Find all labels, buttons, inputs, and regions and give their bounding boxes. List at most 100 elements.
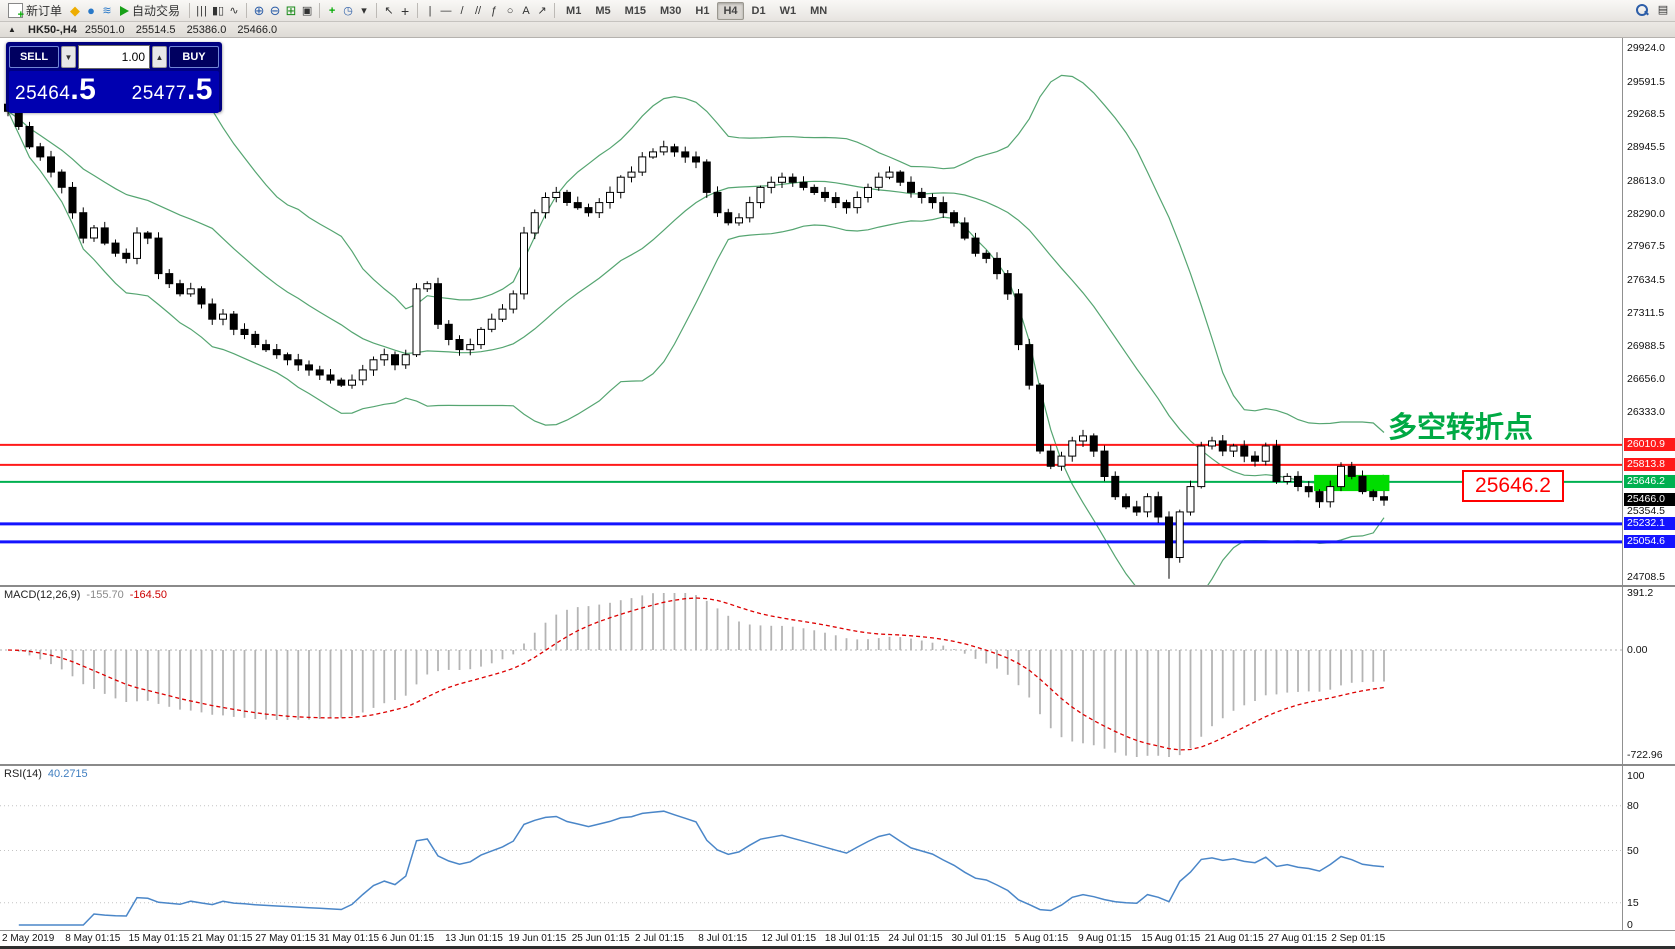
templates-dropdown-icon[interactable]: ▾ [361,4,367,17]
new-order-icon [8,3,24,21]
volume-increase-button[interactable]: ▲ [152,46,167,68]
text-tool-icon[interactable]: A [522,4,530,17]
timeframe-button-h4[interactable]: H4 [717,1,744,20]
candle-body [896,171,905,183]
autotrading-button[interactable]: 自动交易 [115,0,185,22]
community-profile-icon[interactable]: ● [87,2,95,18]
fibonacci-tool-icon[interactable]: ƒ [490,4,498,17]
candle-body [1079,435,1087,442]
candle-body [358,369,367,381]
timeframe-button-m30[interactable]: M30 [660,4,682,17]
time-axis[interactable]: 2 May 2019 8 May 01:15 15 May 01:15 21 May … [0,930,1675,947]
line-chart-mode-icon[interactable]: ∿ [229,4,239,17]
timeframe-button-m15[interactable]: M15 [624,4,646,17]
macd-canvas[interactable] [0,587,1622,764]
candle-body [541,197,550,214]
arrow-tool-icon[interactable]: ↗ [537,4,547,17]
candle-body [874,176,883,188]
candle-body [1111,475,1120,498]
price-axis-label: 29591.5 [1627,75,1665,88]
candle-body [520,232,528,295]
autotrading-label: 自动交易 [132,4,181,18]
channel-tool-icon[interactable]: // [474,4,482,17]
price-chart-canvas[interactable] [0,38,1622,585]
sell-button[interactable]: SELL [9,46,59,68]
time-axis-label: 8 May 01:15 [65,933,121,944]
add-indicator-icon[interactable]: + [328,4,336,17]
candle-body [90,227,98,239]
zoom-out-icon[interactable]: ⊖ [269,2,281,18]
sell-price[interactable]: 25464.5 [15,71,96,113]
zoom-in-icon[interactable]: ⊕ [253,2,265,18]
candle-body [616,176,625,193]
price-axis-label: 28613.0 [1627,174,1665,187]
signals-icon[interactable]: ≋ [102,4,112,17]
volume-input[interactable] [78,45,150,69]
timeframe-button-m1[interactable]: M1 [566,4,582,17]
price-callout-box[interactable]: 25646.2 [1462,470,1564,502]
buy-price[interactable]: 25477.5 [132,71,213,113]
candle-body [401,354,410,366]
candle-body [498,308,507,320]
timeframe-button-w1[interactable]: W1 [779,4,797,17]
period-clock-icon[interactable]: ◷ [343,4,353,17]
bollinger-band-line [7,110,1385,485]
candle-body [154,237,163,275]
price-axis-label: 27967.5 [1627,240,1665,253]
crosshair-tool-icon[interactable]: + [400,2,410,19]
candle-body [767,181,776,188]
price-axis[interactable]: 29924.0 29591.5 29268.5 28945.5 28613.0 28290… [1622,38,1675,585]
tile-windows-icon[interactable]: ▣ [301,4,313,17]
candle-body [799,181,808,188]
toolbar-separator [189,3,191,18]
candle-body [788,176,797,183]
candle-body [1025,344,1034,386]
sell-price-main: 25464 [15,83,71,104]
timeframe-button-d1[interactable]: D1 [751,4,766,17]
rsi-axis[interactable]: 100 80 50 15 0 [1622,766,1675,931]
time-axis-label: 25 Jun 01:15 [571,933,630,944]
timeframe-button-h1[interactable]: H1 [695,4,710,17]
turning-point-annotation[interactable]: 多空转折点 [1388,412,1534,444]
horizontal-line-tool-icon[interactable]: — [440,4,452,17]
mql-market-icon[interactable]: ◆ [70,2,81,18]
vertical-line-tool-icon[interactable]: | [428,4,432,17]
candle-body [1240,445,1249,457]
candle-body [229,313,238,330]
price-line-axis-badge: 25054.6 [1624,534,1675,548]
macd-name: MACD(12,26,9) [4,589,81,601]
candle-body [1304,486,1313,493]
data-window-icon[interactable]: ▤ [1657,4,1669,16]
candle-body [1003,273,1012,295]
candle-body [294,359,303,366]
time-axis-label: 21 May 01:15 [191,933,253,944]
candle-body [1122,496,1130,508]
bar-chart-mode-icon[interactable]: ||| [196,4,208,17]
bollinger-band-line [7,74,1385,433]
timeframe-button-mn[interactable]: MN [810,4,828,17]
new-order-button[interactable]: 新订单 [3,0,67,22]
candlestick-mode-icon[interactable]: ▮▯ [211,4,225,17]
rsi-header: RSI(14) 40.2715 [4,768,88,780]
candle-body [380,354,389,361]
search-icon[interactable] [1635,3,1649,17]
grid-icon[interactable]: ⊞ [285,2,297,18]
price-axis-label: 26333.0 [1627,406,1665,419]
volume-decrease-button[interactable]: ▼ [61,46,76,68]
candle-body [864,186,872,198]
time-axis-label: 15 May 01:15 [128,933,190,944]
trendline-tool-icon[interactable]: / [460,4,464,17]
shapes-tool-icon[interactable]: ○ [506,4,514,17]
candle-body [552,191,561,198]
candle-body [434,283,442,325]
candle-body [1197,445,1206,488]
cursor-tool-icon[interactable]: ↖ [384,4,394,17]
buy-button[interactable]: BUY [169,46,219,68]
macd-axis[interactable]: 391.2 0.00 -722.96 [1622,587,1675,764]
candle-body [57,171,66,188]
toolbar-separator [319,3,321,18]
timeframe-button-m5[interactable]: M5 [595,4,611,17]
buy-price-big-digit: .5 [186,73,213,106]
rsi-canvas[interactable] [0,766,1622,930]
candle-body [831,197,840,204]
